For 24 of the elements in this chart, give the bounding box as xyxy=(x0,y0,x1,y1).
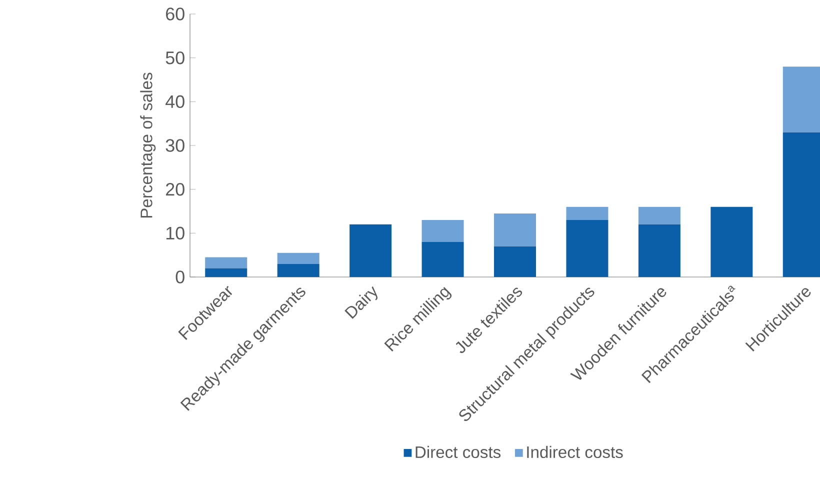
bar xyxy=(566,206,608,220)
bar xyxy=(638,206,680,224)
bar xyxy=(422,242,464,277)
bar xyxy=(277,252,320,264)
bar xyxy=(422,220,464,242)
y-axis-title: Percentage of sales xyxy=(140,72,156,218)
y-tick-label: 10 xyxy=(166,226,184,240)
bar xyxy=(205,268,248,277)
y-tick-label: 30 xyxy=(166,139,184,152)
y-tick-label: 20 xyxy=(166,182,184,196)
legend-label: Direct costs xyxy=(416,446,501,458)
bar xyxy=(494,213,536,246)
bar xyxy=(494,246,536,277)
bar xyxy=(350,224,392,277)
legend-label: Indirect costs xyxy=(527,446,623,458)
bar xyxy=(277,264,320,277)
bar xyxy=(638,224,680,277)
bar xyxy=(566,220,608,277)
y-tick-label: 40 xyxy=(166,95,184,108)
bar xyxy=(710,206,753,277)
y-tick-label: 0 xyxy=(176,270,184,284)
bar xyxy=(205,257,248,268)
y-tick-label: 50 xyxy=(166,51,184,64)
y-tick-label: 60 xyxy=(166,8,184,20)
